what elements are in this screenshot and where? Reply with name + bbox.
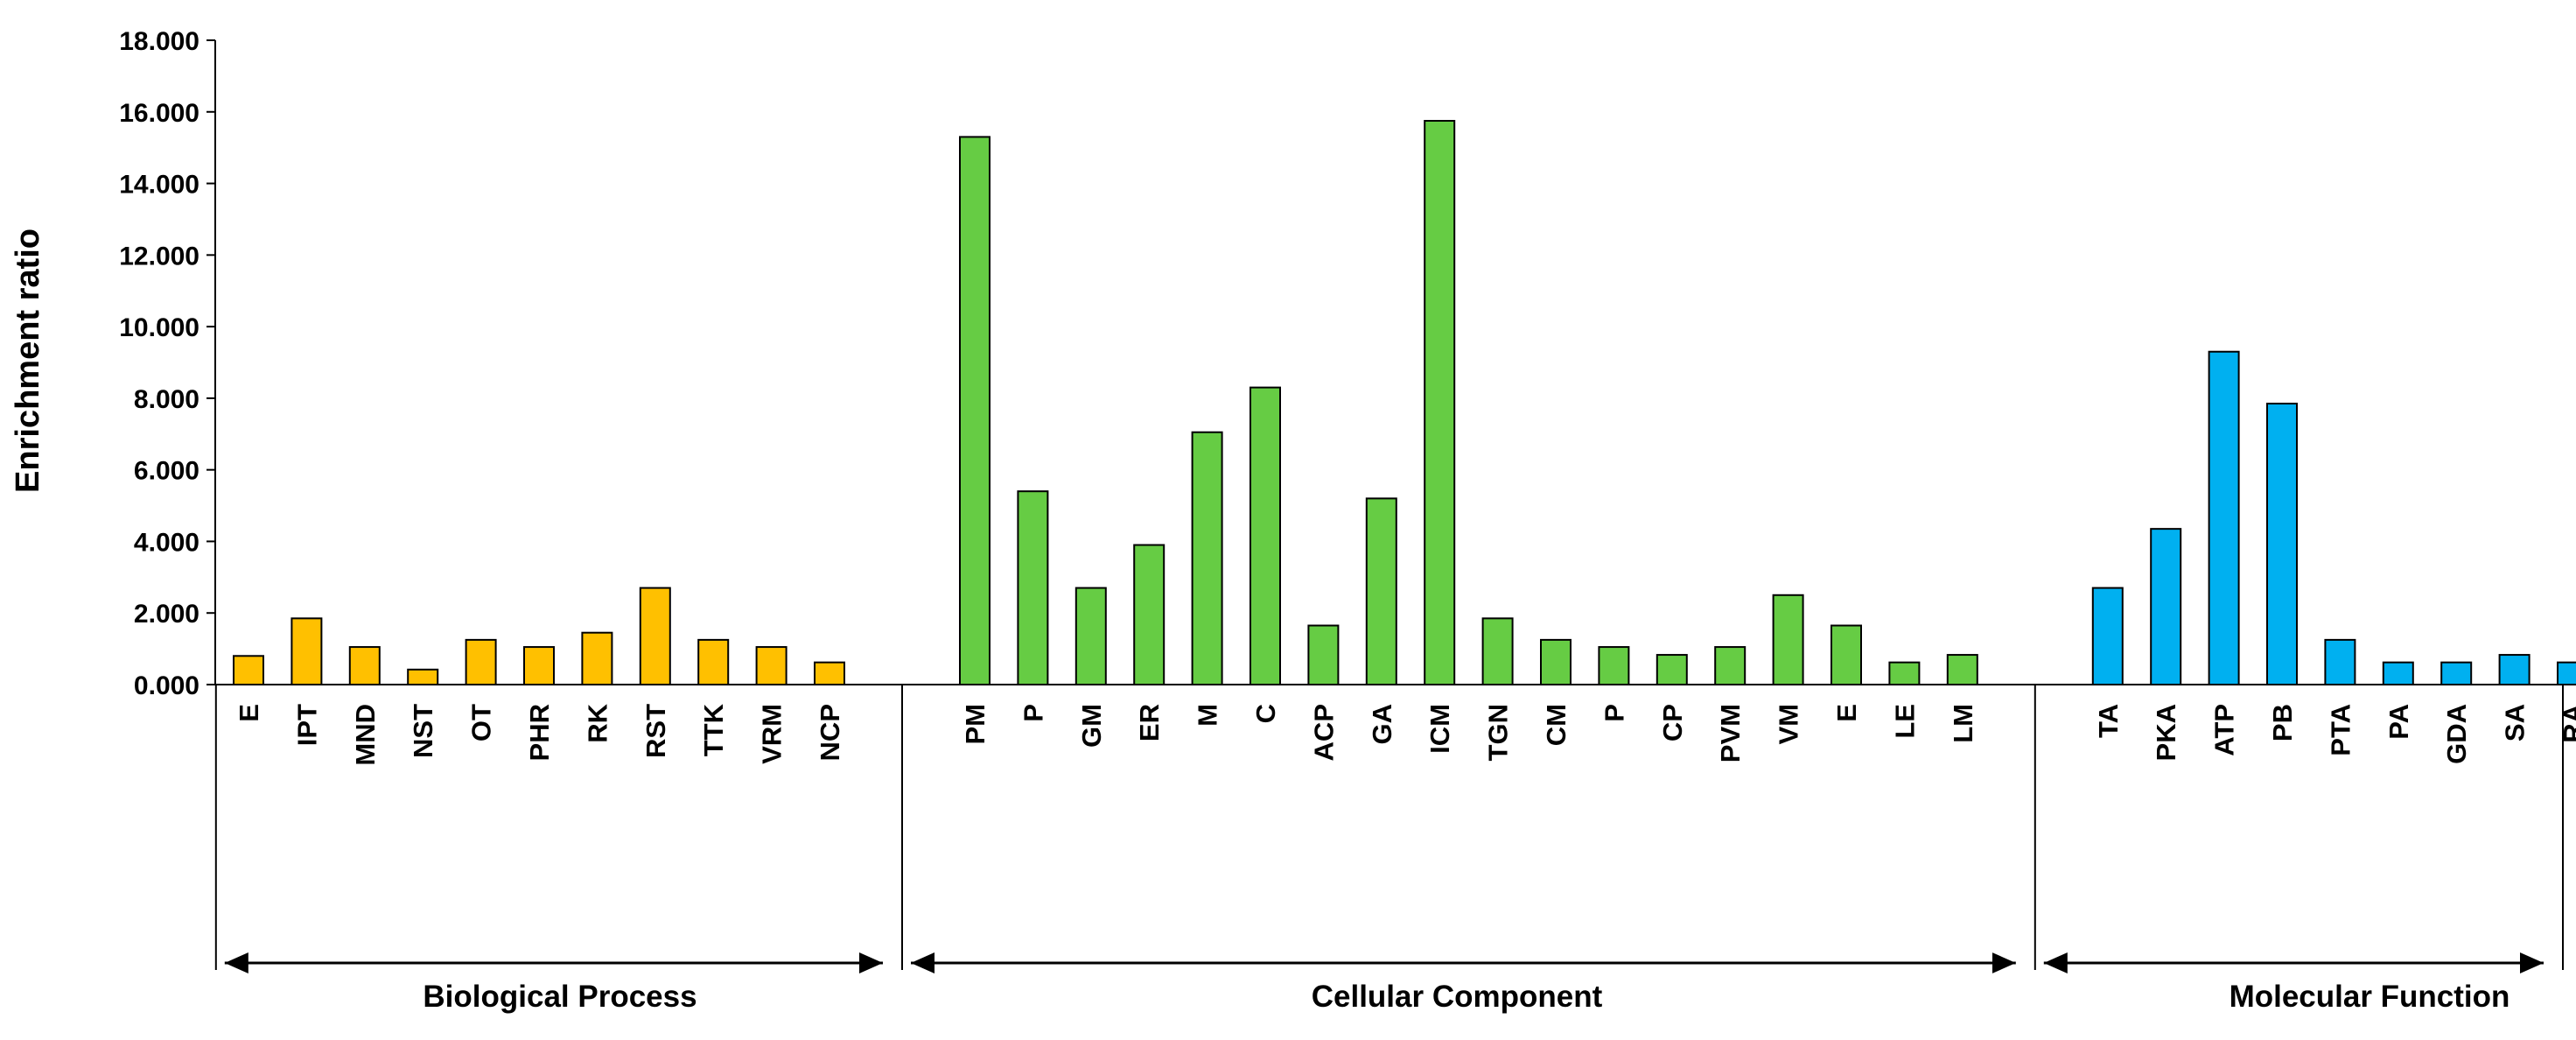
y-tick-label: 2.000 [134,600,200,629]
y-tick-label: 6.000 [134,457,200,486]
x-tick-label: PM [960,704,990,745]
bar-ot [465,638,497,686]
bar-vm [1772,594,1804,685]
x-tick-label: LM [1948,704,1978,743]
bar-ncp [814,661,845,685]
y-axis-title: Enrichment ratio [10,228,46,493]
group-label: Biological Process [423,980,696,1014]
bar-ttk [697,638,730,686]
bar-cm [1540,638,1572,686]
bar-e [1830,624,1862,685]
x-tick-label: GA [1367,704,1397,745]
bar-vrm [755,646,788,685]
x-tick-label: TA [2093,704,2124,738]
bar-rk [581,631,613,686]
x-tick-label: RK [582,703,612,742]
bar-ga [1365,497,1397,686]
x-tick-label: PVM [1715,704,1746,762]
x-tick-label: ACP [1308,704,1339,761]
x-tick-label: ICM [1424,704,1455,754]
labels-layer: E IPT MND NST OT PHR RK RST TTK VRM NCP PM P GM ER M C AC… [234,703,2576,765]
bar-phr [523,646,555,685]
bar-pvm [1714,646,1746,685]
bar-pa [2382,661,2414,685]
bar-sa [2498,654,2530,685]
x-tick-label: M [1193,704,1223,727]
groups-layer: Biological Process Cellular Component Mole… [214,685,2564,1014]
x-tick-label: E [234,704,264,722]
axes-layer: 0.000 2.000 4.000 6.000 8.000 10.000 12.000 14.… [119,27,2564,700]
x-tick-label: LE [1889,704,1920,739]
x-tick-label: PTA [2325,704,2356,756]
bar-p [1017,490,1049,686]
bar-le [1888,661,1921,685]
x-tick-label: NST [408,704,438,758]
bar-ta [2091,587,2124,685]
y-tick-label: 8.000 [134,385,200,414]
bar-ra [2557,661,2576,685]
group-label: Molecular Function [2230,980,2510,1014]
y-tick-label: 4.000 [134,528,200,557]
x-tick-label: E [1831,704,1862,722]
x-tick-label: PHR [524,704,555,761]
bar-pta [2324,638,2356,686]
bar-pm [959,136,990,685]
x-tick-label: PB [2267,704,2298,741]
bar-rst [639,587,671,685]
x-tick-label: TTK [698,703,729,756]
bar-gda [2440,661,2473,685]
x-tick-label: GDA [2441,704,2472,764]
y-tick-label: 10.000 [119,313,200,342]
bar-m [1191,431,1223,685]
bar-nst [407,668,439,685]
x-tick-label: VRM [757,704,788,764]
x-tick-label: RA [2558,704,2576,743]
bar-c [1250,386,1281,685]
x-tick-label: GM [1076,704,1107,748]
x-tick-label: ER [1134,704,1165,741]
bar-p [1598,646,1630,685]
bar-atp [2208,350,2240,685]
x-tick-label: C [1250,704,1281,723]
x-tick-label: MND [350,704,381,766]
x-tick-label: PA [2384,704,2414,740]
bar-gm [1074,587,1107,685]
bar-cp [1656,654,1688,685]
bar-e [233,655,264,685]
x-tick-label: NCP [815,704,845,761]
x-tick-label: TGN [1483,704,1514,761]
group-label: Cellular Component [1312,980,1603,1014]
bar-pb [2266,403,2298,685]
x-tick-label: OT [466,704,497,741]
y-tick-label: 18.000 [119,27,200,56]
x-tick-label: CM [1541,704,1572,746]
x-tick-label: RST [640,704,671,758]
x-tick-label: CP [1657,704,1688,741]
bar-pka [2150,528,2182,686]
x-tick-label: ATP [2209,704,2240,756]
y-tick-label: 14.000 [119,171,200,200]
x-tick-label: P [1018,704,1048,722]
bar-er [1133,544,1166,685]
y-tick-label: 16.000 [119,99,200,128]
bar-mnd [348,646,381,685]
x-tick-label: PKA [2151,704,2181,761]
bars-layer [233,120,2576,686]
y-tick-label: 12.000 [119,242,200,271]
bar-icm [1424,120,1456,685]
bar-tgn [1481,617,1514,685]
x-tick-label: SA [2500,704,2530,741]
bar-ipt [290,617,323,685]
bar-lm [1946,654,1978,685]
x-tick-label: IPT [291,704,322,746]
x-tick-label: P [1599,704,1629,722]
bar-acp [1307,624,1340,685]
y-tick-label: 0.000 [134,671,200,700]
x-tick-label: VM [1774,704,1804,745]
